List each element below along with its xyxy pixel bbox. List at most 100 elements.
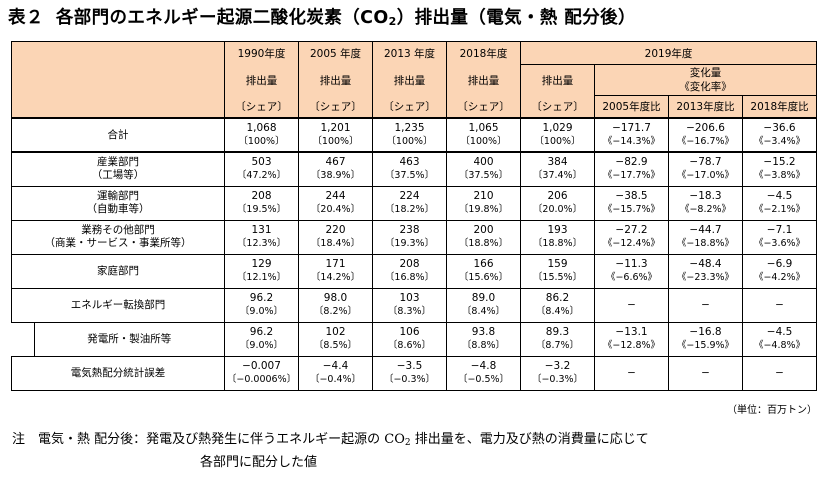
value-cell: 129 〔12.1%〕: [224, 253, 299, 289]
cell-value: 96.2: [249, 326, 274, 338]
row-name-cell: エネルギー転換部門: [11, 287, 225, 323]
cell-value: 1,065: [468, 122, 499, 134]
header-year-2005: 2005 年度: [298, 41, 373, 65]
header-change: 変化量 《変化率》: [593, 64, 818, 96]
cell-value: 224: [399, 190, 420, 202]
value-cell: −78.7 《−17.0%》: [668, 151, 743, 187]
value-cell: 224 〔18.2%〕: [372, 185, 447, 221]
value-cell: −16.8 《−15.9%》: [668, 321, 743, 357]
cell-value: −18.3: [689, 190, 722, 202]
cell-share: 〔100%〕: [312, 136, 359, 147]
cell-share: 〔18.8%〕: [458, 238, 509, 249]
cell-value: −: [701, 367, 710, 379]
cell-share: 〔37.4%〕: [532, 170, 583, 182]
value-cell: 206 〔20.0%〕: [520, 185, 595, 221]
title-subscript: 2: [388, 15, 397, 28]
header-emission: 排出量: [372, 64, 447, 96]
cell-share: 〔19.8%〕: [458, 204, 509, 215]
row-name-cell: 産業部門 （工場等）: [11, 151, 225, 187]
cell-value: −44.7: [689, 224, 722, 236]
emissions-table: 1990年度 2005 年度 2013 年度 2018年度 2019年度 排出量…: [11, 41, 818, 391]
header-emission: 排出量: [520, 64, 595, 96]
cell-value: −: [775, 367, 784, 379]
value-cell: −4.5 《−4.8%》: [741, 321, 818, 357]
cell-share: 《−17.0%》: [676, 170, 735, 182]
table-row: 運輸部門 （自動車等） 208 〔19.5%〕 244 〔20.4%〕 224 〔18.2%〕…: [11, 185, 818, 221]
cell-share: 〔100%〕: [386, 136, 433, 147]
value-cell: 159 〔15.5%〕: [520, 253, 595, 289]
table-row: 電気熱配分統計誤差 −0.007 〔−0.0006%〕 −4.4 〔−0.4%〕 −3.5…: [11, 355, 818, 391]
cell-share: 《−12.8%》: [602, 340, 661, 351]
cell-share: 〔−0.0006%〕: [226, 374, 297, 385]
cell-value: 89.3: [545, 326, 570, 338]
cell-value: −3.5: [396, 360, 423, 372]
value-cell: −48.4 《−23.3%》: [668, 253, 743, 289]
cell-share: 〔8.5%〕: [313, 340, 358, 351]
cell-value: −78.7: [689, 156, 722, 169]
cell-value: 129: [251, 258, 272, 270]
value-cell: −0.007 〔−0.0006%〕: [224, 355, 299, 391]
cell-value: 400: [473, 156, 494, 169]
cell-value: 208: [399, 258, 420, 270]
page-title: 表２ 各部門のエネルギー起源二酸化炭素（CO2）排出量（電気・熱 配分後）: [8, 4, 828, 29]
cell-value: 93.8: [471, 326, 496, 338]
cell-value: 463: [399, 156, 420, 169]
value-cell: 384 〔37.4%〕: [520, 151, 595, 187]
cell-share: 〔100%〕: [534, 136, 581, 147]
value-cell: 1,068 〔100%〕: [224, 117, 299, 153]
value-cell: −: [594, 287, 669, 323]
cell-value: −: [701, 299, 710, 311]
value-cell: −82.9 《−17.7%》: [594, 151, 669, 187]
cell-share: 〔47.2%〕: [236, 170, 287, 182]
cell-value: −0.007: [242, 360, 281, 372]
cell-share: 〔8.4%〕: [461, 306, 506, 317]
cell-value: 206: [547, 190, 568, 202]
value-cell: 89.3 〔8.7%〕: [520, 321, 595, 357]
cell-share: 《−18.8%》: [676, 238, 735, 249]
row-label: 電気熱配分統計誤差: [70, 366, 166, 379]
cell-share: 〔19.5%〕: [236, 204, 287, 215]
value-cell: 1,235 〔100%〕: [372, 117, 447, 153]
value-cell: 210 〔19.8%〕: [446, 185, 521, 221]
footnote-subscript: 2: [404, 438, 411, 448]
row-name-cell: 家庭部門: [11, 253, 225, 289]
cell-share: 《−23.3%》: [676, 272, 735, 283]
title-label: 表２: [8, 8, 44, 28]
cell-share: 〔8.6%〕: [387, 340, 432, 351]
footnote: 注 電気・熱 配分後：発電及び熱発生に伴うエネルギー起源の CO2 排出量を、電…: [12, 430, 649, 473]
cell-share: 〔8.2%〕: [313, 306, 358, 317]
cell-share: 《−17.7%》: [602, 170, 661, 182]
value-cell: −18.3 《−8.2%》: [668, 185, 743, 221]
header-vs-2018: 2018年度比: [741, 95, 818, 119]
cell-value: 200: [473, 224, 494, 236]
cell-value: 384: [547, 156, 568, 169]
cell-value: −: [775, 299, 784, 311]
cell-share: 〔18.4%〕: [310, 238, 361, 249]
cell-value: 131: [251, 224, 272, 236]
cell-share: 〔18.8%〕: [532, 238, 583, 249]
value-cell: 93.8 〔8.8%〕: [446, 321, 521, 357]
title-text: 各部門のエネルギー起源二酸化炭素（CO: [55, 8, 389, 28]
table-body: 合計 1,068 〔100%〕 1,201 〔100%〕 1,235 〔100%〕 1,065…: [11, 117, 818, 391]
cell-value: 210: [473, 190, 494, 202]
header-emission: 排出量: [298, 64, 373, 96]
cell-share: 〔16.8%〕: [384, 272, 435, 283]
cell-share: 〔−0.4%〕: [309, 374, 362, 385]
value-cell: 467 〔38.9%〕: [298, 151, 373, 187]
value-cell: 1,201 〔100%〕: [298, 117, 373, 153]
cell-value: 103: [399, 292, 420, 304]
cell-share: 《−2.1%》: [753, 204, 806, 215]
cell-share: 〔8.4%〕: [535, 306, 580, 317]
row-label: 産業部門: [97, 156, 139, 169]
value-cell: −11.3 《−6.6%》: [594, 253, 669, 289]
value-cell: −6.9 《−4.2%》: [741, 253, 818, 289]
cell-share: 《−15.9%》: [676, 340, 735, 351]
value-cell: 503 〔47.2%〕: [224, 151, 299, 187]
cell-share: 《−4.2%》: [753, 272, 806, 283]
cell-value: 1,201: [320, 122, 351, 134]
cell-share: 《−3.4%》: [753, 136, 806, 147]
table-row: 家庭部門 129 〔12.1%〕 171 〔14.2%〕 208 〔16.8%〕 166 〔15…: [11, 253, 818, 289]
footnote-line2: 各部門に配分した値: [200, 455, 318, 470]
cell-value: −: [627, 367, 636, 379]
value-cell: 98.0 〔8.2%〕: [298, 287, 373, 323]
